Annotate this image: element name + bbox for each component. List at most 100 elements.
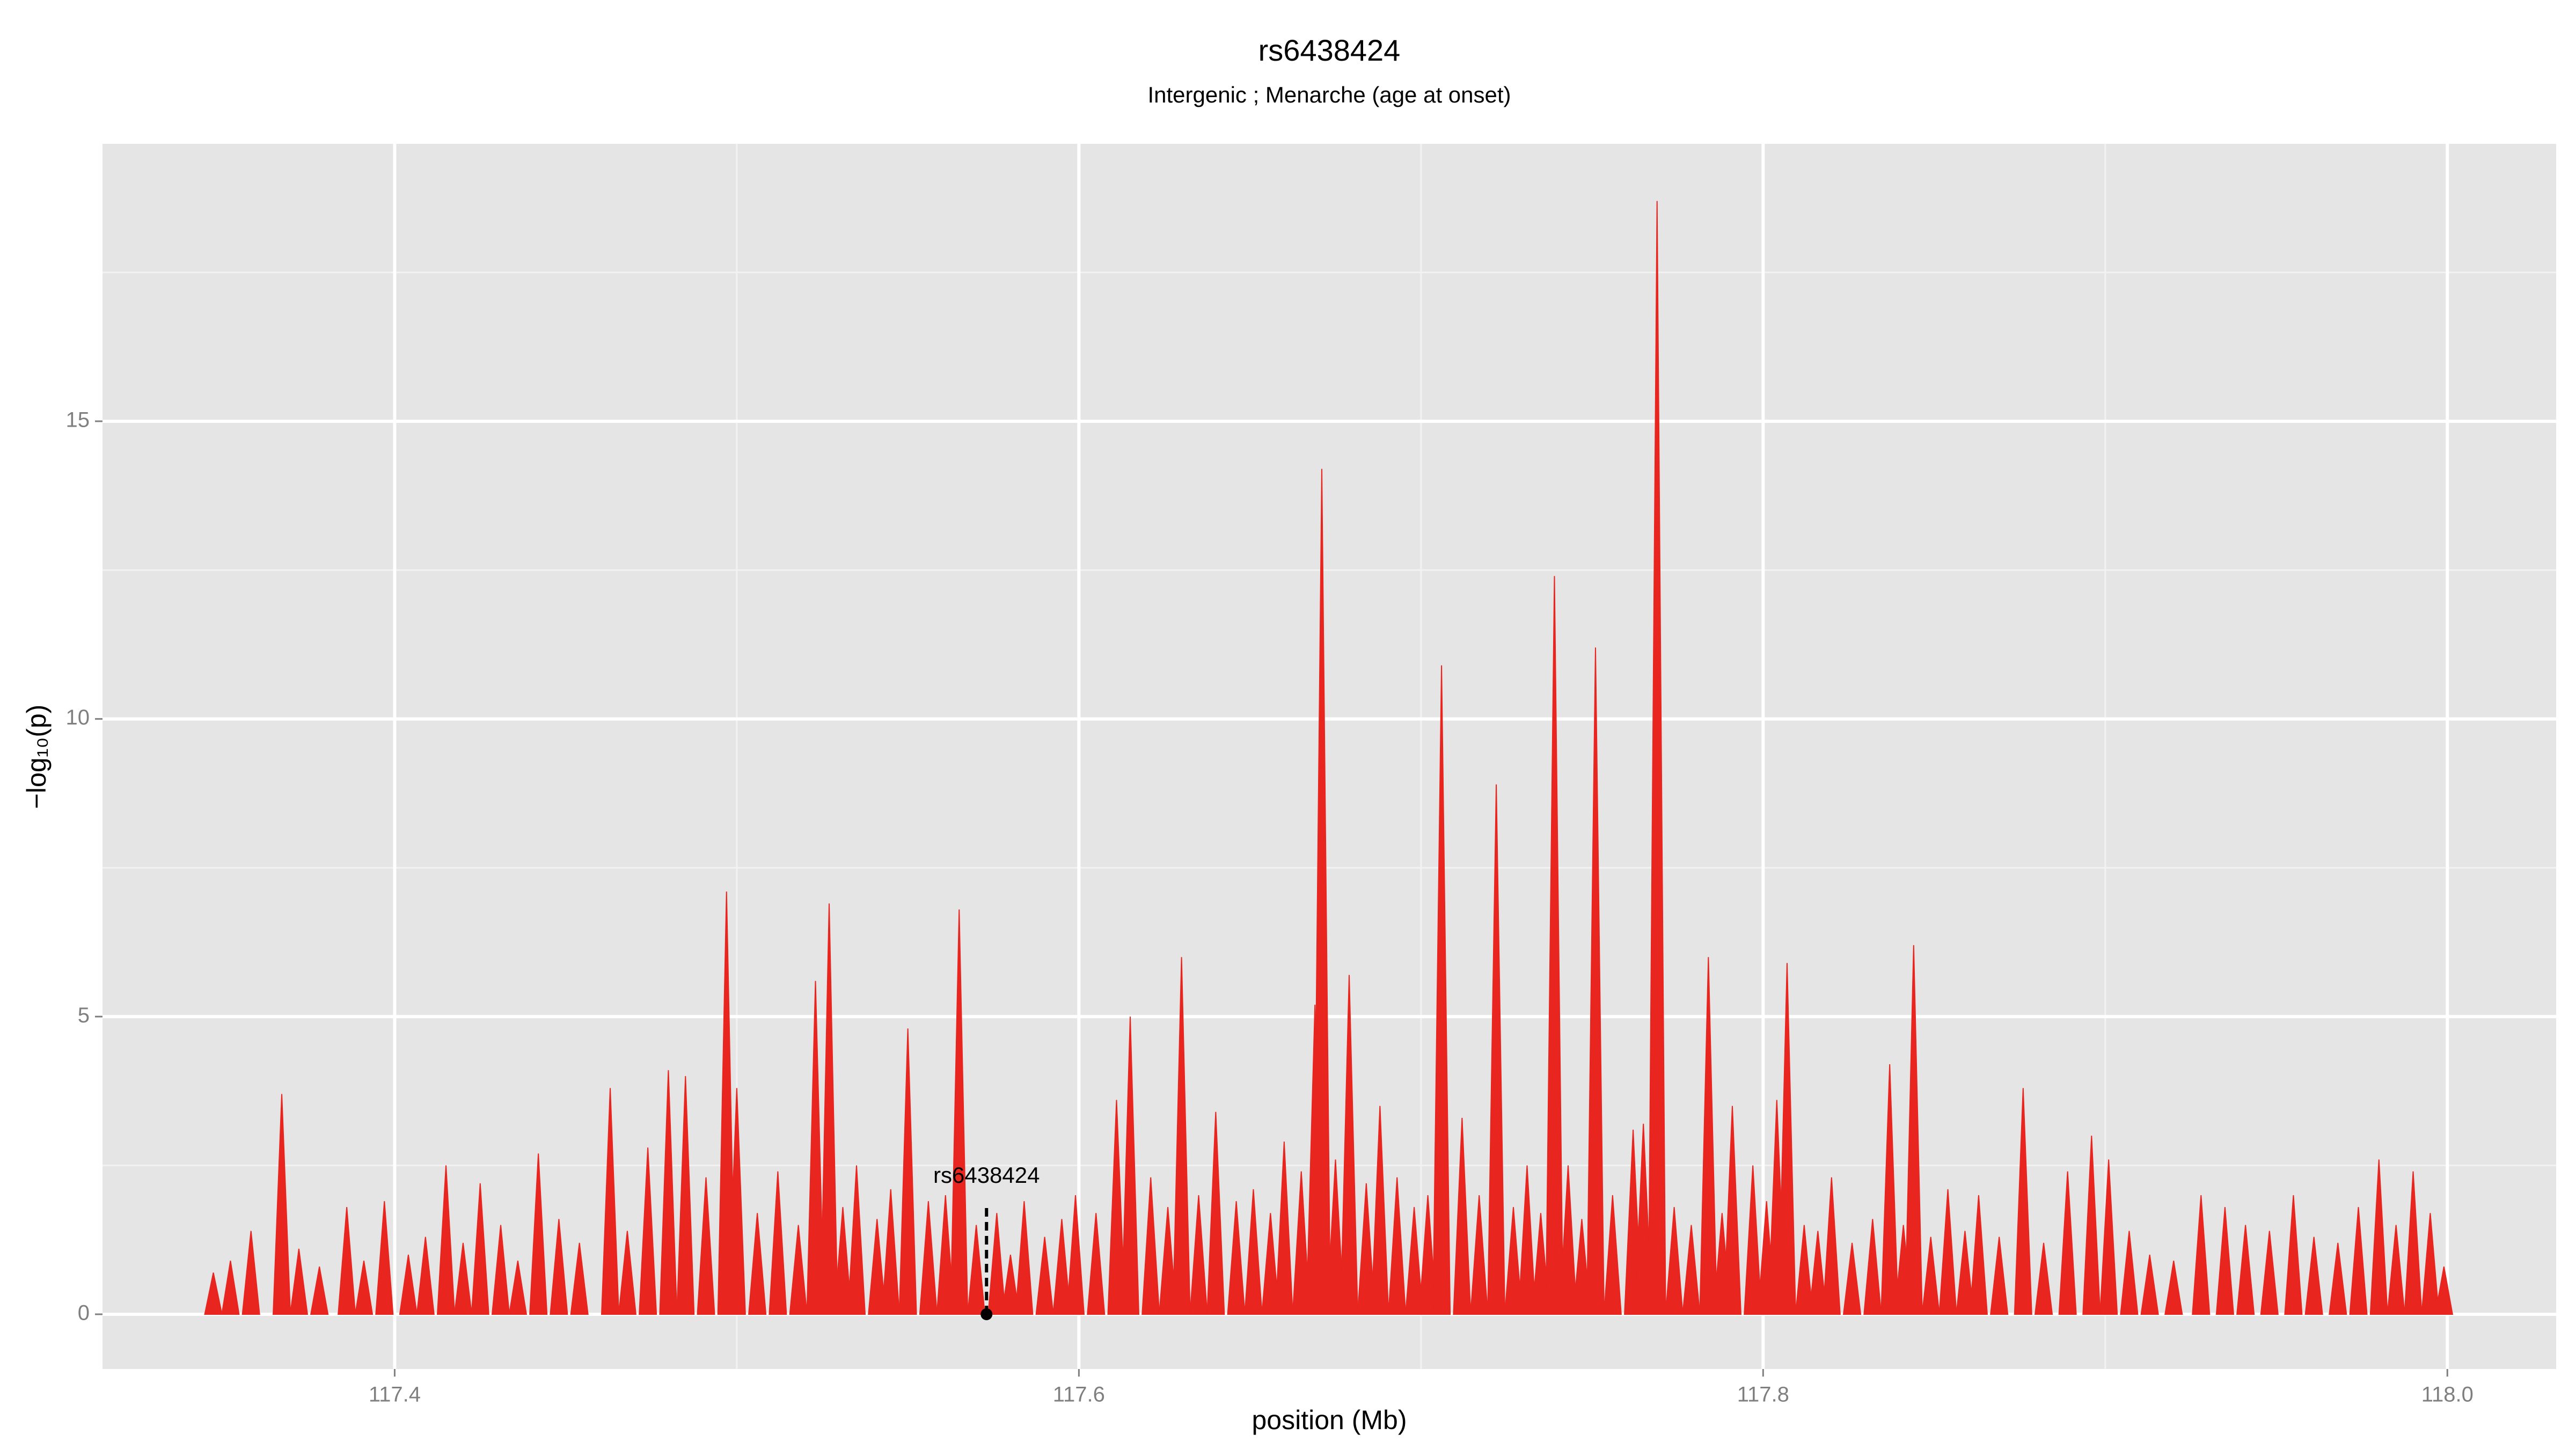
spike bbox=[2236, 1225, 2255, 1315]
spike bbox=[1312, 469, 1331, 1315]
spike bbox=[1388, 1177, 1407, 1315]
spike bbox=[2260, 1231, 2279, 1315]
spike bbox=[1292, 1171, 1311, 1315]
spike bbox=[272, 1094, 291, 1315]
spike bbox=[2434, 1267, 2454, 1315]
annotation-point bbox=[980, 1308, 993, 1320]
spike bbox=[2304, 1236, 2323, 1315]
spike bbox=[1531, 1213, 1550, 1315]
spike bbox=[2329, 1242, 2347, 1315]
spike bbox=[2404, 1171, 2423, 1315]
spike bbox=[1206, 1111, 1225, 1315]
spike bbox=[2014, 1088, 2032, 1315]
spike bbox=[618, 1231, 637, 1315]
spike bbox=[833, 1207, 852, 1315]
spike bbox=[1795, 1225, 1813, 1315]
spike bbox=[2369, 1159, 2388, 1315]
spike bbox=[1777, 963, 1796, 1315]
y-tick-label: 10 bbox=[66, 706, 90, 729]
spike bbox=[1001, 1254, 1020, 1315]
spike bbox=[2284, 1195, 2303, 1315]
spike bbox=[789, 1225, 808, 1315]
spike bbox=[416, 1236, 435, 1315]
spike bbox=[1545, 576, 1564, 1315]
spike bbox=[1487, 784, 1506, 1315]
spike bbox=[241, 1231, 260, 1315]
spike bbox=[2349, 1207, 2368, 1315]
spike bbox=[898, 1028, 917, 1315]
spike bbox=[354, 1260, 374, 1315]
spike bbox=[1956, 1231, 1974, 1315]
x-axis-title: position (Mb) bbox=[1252, 1405, 1407, 1435]
spike bbox=[1809, 1231, 1827, 1315]
x-tick-label: 118.0 bbox=[2421, 1383, 2473, 1407]
spike bbox=[1723, 1106, 1741, 1315]
spike bbox=[847, 1165, 866, 1315]
spike bbox=[2034, 1242, 2053, 1315]
spike bbox=[1634, 1123, 1653, 1315]
spike bbox=[508, 1260, 528, 1315]
spike bbox=[1990, 1236, 2009, 1315]
spike bbox=[204, 1272, 223, 1315]
spike bbox=[967, 1225, 986, 1315]
spike bbox=[1682, 1225, 1701, 1315]
spike bbox=[375, 1201, 394, 1315]
spike bbox=[1244, 1189, 1263, 1315]
spike bbox=[697, 1177, 715, 1315]
spike bbox=[1518, 1165, 1536, 1315]
spike bbox=[727, 1088, 746, 1315]
spike bbox=[529, 1153, 548, 1315]
y-tick-label: 0 bbox=[78, 1301, 90, 1325]
y-tick-label: 5 bbox=[78, 1004, 90, 1027]
chart-subtitle: Intergenic ; Menarche (age at onset) bbox=[1147, 82, 1511, 107]
spike bbox=[2082, 1136, 2101, 1315]
spike bbox=[2192, 1195, 2211, 1315]
spike bbox=[601, 1088, 620, 1315]
spike bbox=[338, 1207, 356, 1315]
spike bbox=[2099, 1159, 2118, 1315]
spike bbox=[1863, 1219, 1882, 1315]
spike bbox=[1504, 1207, 1523, 1315]
spike bbox=[1453, 1117, 1472, 1315]
y-axis-title: −log₁₀(p) bbox=[21, 705, 52, 809]
spike bbox=[1405, 1207, 1424, 1315]
spike bbox=[2140, 1254, 2159, 1315]
spike bbox=[491, 1225, 510, 1315]
spike bbox=[1699, 957, 1718, 1315]
spike bbox=[1371, 1106, 1389, 1315]
spike bbox=[1066, 1195, 1085, 1315]
spike bbox=[1015, 1201, 1034, 1315]
spike bbox=[1172, 957, 1191, 1315]
spike bbox=[1052, 1219, 1071, 1315]
spike bbox=[1969, 1195, 1988, 1315]
spike bbox=[987, 1213, 1006, 1315]
grid bbox=[103, 144, 2556, 1369]
spike bbox=[1586, 647, 1605, 1315]
spike bbox=[1921, 1236, 1940, 1315]
spike bbox=[1665, 1207, 1684, 1315]
spike bbox=[1326, 1159, 1345, 1315]
spike bbox=[2215, 1207, 2235, 1315]
y-tick-label: 15 bbox=[66, 408, 90, 432]
spike bbox=[1357, 1183, 1375, 1315]
spike bbox=[748, 1213, 767, 1315]
spike bbox=[1648, 201, 1666, 1315]
chart-title: rs6438424 bbox=[1258, 33, 1401, 67]
spike bbox=[881, 1189, 900, 1315]
spike bbox=[453, 1242, 473, 1315]
spike bbox=[1603, 1195, 1622, 1315]
spike bbox=[1189, 1195, 1208, 1315]
x-tick-label: 117.8 bbox=[1737, 1383, 1789, 1407]
annotation-label: rs6438424 bbox=[933, 1162, 1040, 1188]
spike bbox=[919, 1201, 938, 1315]
spike bbox=[1880, 1064, 1899, 1315]
spike bbox=[221, 1260, 240, 1315]
spike bbox=[1432, 665, 1451, 1315]
spike bbox=[1418, 1195, 1437, 1315]
spike bbox=[2120, 1231, 2139, 1315]
spike bbox=[310, 1267, 329, 1315]
spike bbox=[570, 1242, 589, 1315]
spike bbox=[950, 909, 969, 1315]
spike bbox=[676, 1076, 695, 1315]
